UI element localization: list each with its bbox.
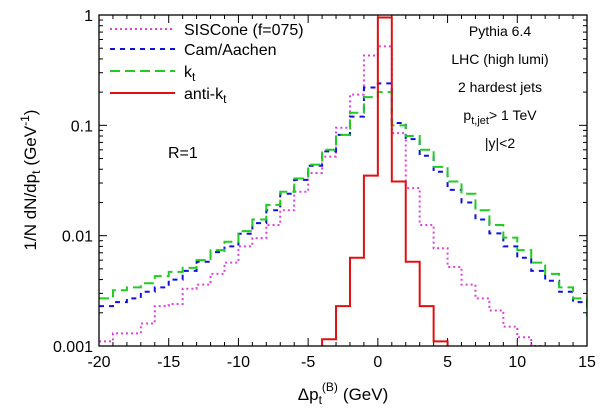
legend-label-anti-kt-main: anti-k bbox=[184, 86, 224, 103]
legend-label-anti-kt: anti-kt bbox=[184, 86, 227, 106]
x-tick-label: 10 bbox=[508, 354, 526, 371]
x-axis-label-main: Δp bbox=[298, 385, 319, 404]
y-axis-label-sup: -1 bbox=[18, 115, 32, 126]
series-siscone bbox=[99, 45, 546, 346]
plot-frame bbox=[98, 14, 588, 347]
y-axis-label-close: ) bbox=[21, 110, 40, 116]
legend: SISCone (f=075) Cam/Aachen kt anti-kt bbox=[110, 22, 304, 106]
legend-label-siscone: SISCone (f=075) bbox=[184, 22, 304, 39]
annotation-line4-main: p bbox=[463, 107, 471, 123]
x-tick-label: 5 bbox=[443, 354, 452, 371]
y-axis-label-main: 1/N dN/dp bbox=[21, 174, 40, 251]
x-tick-label: -10 bbox=[227, 354, 250, 371]
x-axis-label-sub: t bbox=[319, 393, 323, 407]
annotation-line4-rest: > 1 TeV bbox=[489, 107, 537, 123]
y-tick-label: 0.01 bbox=[62, 229, 93, 246]
legend-label-anti-kt-sub: t bbox=[223, 92, 227, 106]
x-tick-label: 15 bbox=[578, 354, 596, 371]
x-tick-label: -15 bbox=[157, 354, 180, 371]
x-tick-label: 0 bbox=[373, 354, 382, 371]
annotation-block: Pythia 6.4 LHC (high lumi) 2 hardest jet… bbox=[451, 23, 548, 151]
legend-label-cam-aachen: Cam/Aachen bbox=[184, 42, 277, 59]
x-axis-label: Δpt(B) (GeV) bbox=[298, 380, 389, 407]
legend-label-kt: kt bbox=[184, 64, 196, 84]
legend-label-kt-sub: t bbox=[192, 70, 196, 84]
tick-labels: -20 -15 -10 -5 0 5 10 15 0.001 0.01 0.1 1 bbox=[53, 8, 596, 371]
annotation-line4: pt,jet> 1 TeV bbox=[463, 107, 537, 127]
plot-ticks bbox=[98, 15, 588, 347]
annotation-line3: 2 hardest jets bbox=[458, 79, 542, 95]
series-anti-kt bbox=[307, 16, 449, 346]
y-axis-label: 1/N dN/dpt (GeV-1) bbox=[18, 110, 43, 251]
annotation-line1: Pythia 6.4 bbox=[469, 23, 531, 39]
annotation-line2: LHC (high lumi) bbox=[451, 51, 548, 67]
annotation-line4-sub: t,jet bbox=[471, 115, 489, 127]
y-tick-label: 0.001 bbox=[53, 339, 93, 356]
series-kt bbox=[99, 91, 587, 317]
plot-series bbox=[99, 16, 587, 346]
x-axis-label-sup: (B) bbox=[322, 380, 338, 394]
y-axis-label-sub: t bbox=[29, 170, 43, 174]
annotation-r: R=1 bbox=[168, 145, 198, 162]
x-tick-label: -5 bbox=[301, 354, 315, 371]
x-tick-label: -20 bbox=[87, 354, 110, 371]
y-tick-label: 1 bbox=[84, 8, 93, 25]
x-axis-label-unit: (GeV) bbox=[343, 385, 388, 404]
annotation-line5: |y|<2 bbox=[485, 135, 515, 151]
y-axis-label-unit: (GeV bbox=[21, 125, 40, 165]
y-tick-label: 0.1 bbox=[71, 118, 93, 135]
legend-label-kt-main: k bbox=[184, 64, 193, 81]
